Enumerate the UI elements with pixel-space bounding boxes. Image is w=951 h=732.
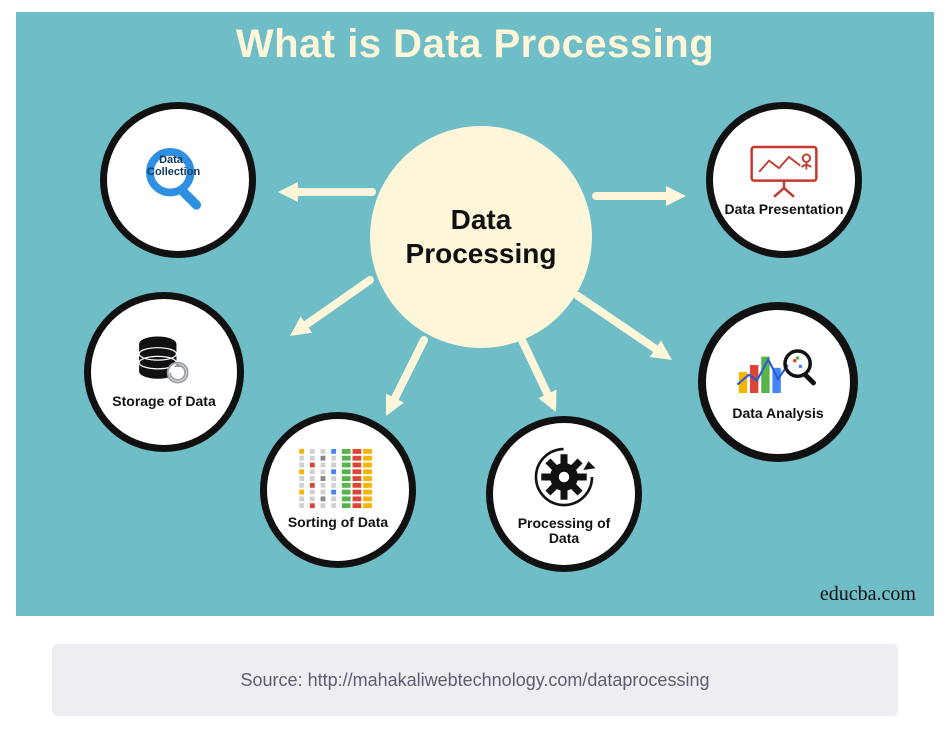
node-processing-of-data: Processing ofData [486,416,642,572]
center-hub: Data Processing [370,126,592,348]
node-label: Storage of Data [112,394,215,409]
node-label: Sorting of Data [288,515,388,530]
node-label: Data Presentation [724,202,843,217]
title-text: What is Data Processing [236,22,714,66]
gear-cycle-icon [529,442,599,512]
node-label: DataCollection [147,155,195,178]
node-label: Data Analysis [732,406,823,421]
node-storage-of-data: Storage of Data [84,292,244,452]
node-data-presentation: Data Presentation [706,102,862,258]
center-label-line1: Data [406,203,557,237]
source-box: Source: http://mahakaliwebtechnology.com… [52,644,898,716]
magnifier-icon: DataCollection [139,141,217,219]
attribution-text: educba.com [820,583,916,606]
sort-grid-icon [299,449,377,511]
node-sorting-of-data: Sorting of Data [260,412,416,568]
node-label: Processing ofData [518,516,611,547]
node-data-analysis: Data Analysis [698,302,858,462]
presentation-icon [745,142,823,198]
source-text: Source: http://mahakaliwebtechnology.com… [241,670,710,691]
center-label-line2: Processing [406,237,557,271]
node-data-collection: DataCollection [100,102,256,258]
database-icon [132,334,196,390]
diagram-title: What is Data Processing [16,22,934,67]
analysis-icon [736,342,820,402]
diagram-canvas: What is Data Processing Data Processing … [16,12,934,616]
center-label: Data Processing [406,203,557,270]
